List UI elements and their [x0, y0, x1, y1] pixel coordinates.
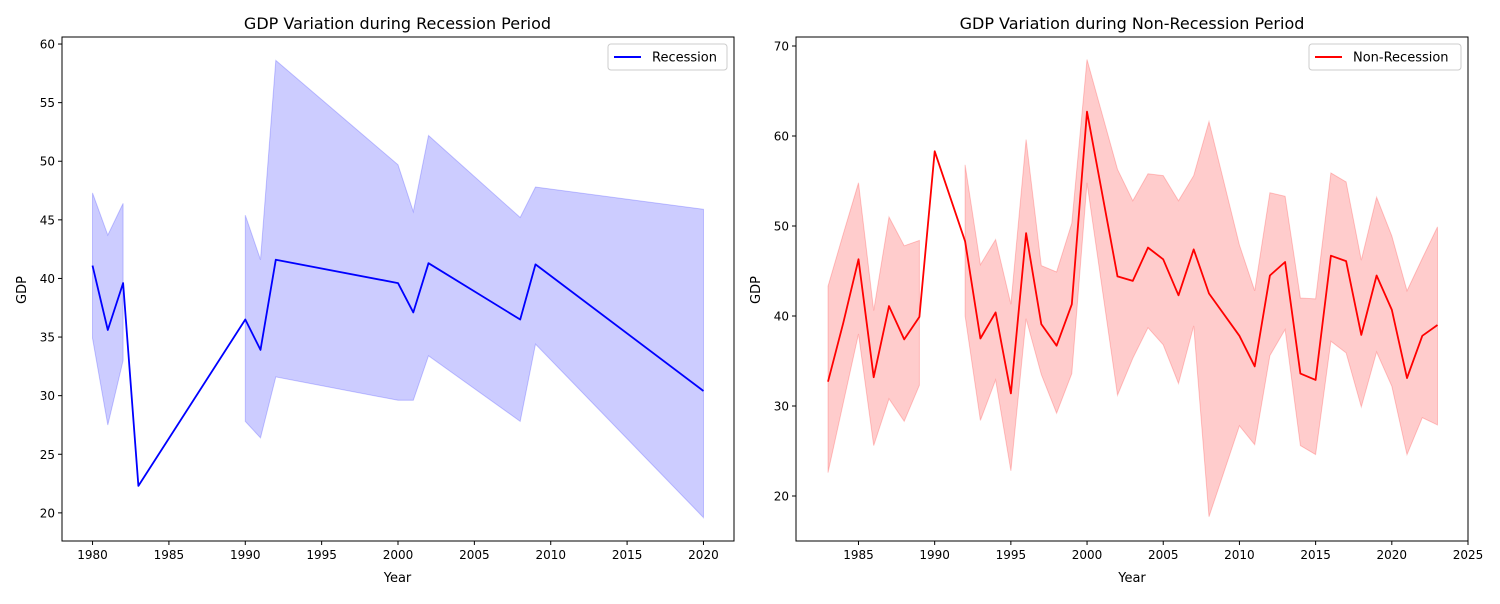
legend-box — [607, 43, 728, 71]
y-axis-ticks: 20 30 40 50 60 70 — [774, 40, 796, 504]
chart-title: GDP Variation during Non-Recession Perio… — [960, 14, 1305, 33]
legend: Recession — [607, 43, 728, 71]
y-tick-label: 55 — [40, 96, 55, 110]
x-tick-label: 1990 — [230, 548, 261, 562]
x-tick-label: 2015 — [612, 548, 643, 562]
y-tick-label: 20 — [774, 490, 789, 504]
legend-box — [1308, 43, 1462, 71]
x-tick-label: 2000 — [383, 548, 414, 562]
y-axis-label: GDP — [749, 276, 764, 304]
legend-entry: Non-Recession — [1353, 51, 1449, 66]
x-tick-label: 2015 — [1300, 548, 1331, 562]
x-axis-ticks: 1980 1985 1990 1995 2000 2005 2010 2015 2020 — [77, 541, 719, 562]
non-recession-chart: GDP Variation during Non-Recession Perio… — [749, 14, 1483, 586]
confidence-band — [244, 59, 704, 519]
x-tick-label: 2005 — [459, 548, 490, 562]
y-tick-label: 50 — [774, 220, 789, 234]
y-tick-label: 25 — [40, 448, 55, 462]
series-line — [91, 258, 705, 487]
y-tick-label: 60 — [774, 130, 789, 144]
y-tick-label: 40 — [40, 272, 55, 286]
series-line — [827, 110, 1439, 395]
confidence-bands — [92, 59, 704, 519]
x-tick-label: 2010 — [535, 548, 566, 562]
y-tick-label: 35 — [40, 331, 55, 345]
x-tick-label: 2020 — [688, 548, 719, 562]
x-tick-label: 1995 — [306, 548, 337, 562]
y-tick-label: 45 — [40, 213, 55, 227]
x-tick-label: 1985 — [154, 548, 185, 562]
x-tick-label: 1980 — [77, 548, 108, 562]
series-lines — [91, 258, 705, 487]
confidence-band — [92, 192, 124, 426]
series-lines — [827, 110, 1439, 395]
confidence-band — [964, 59, 1438, 517]
y-tick-label: 60 — [40, 38, 55, 52]
x-tick-label: 2010 — [1224, 548, 1255, 562]
y-tick-label: 30 — [40, 389, 55, 403]
recession-chart: GDP Variation during Recession Period 19… — [15, 14, 735, 586]
x-axis-label: Year — [383, 571, 412, 586]
y-tick-label: 70 — [774, 40, 789, 54]
legend: Non-Recession — [1308, 43, 1462, 71]
confidence-band — [827, 182, 920, 473]
y-axis-ticks: 20 25 30 35 40 45 50 55 60 — [40, 38, 62, 520]
x-tick-label: 2020 — [1377, 548, 1408, 562]
x-axis-ticks: 1985 1990 1995 2000 2005 2010 2015 2020 2025 — [843, 541, 1483, 562]
confidence-bands — [827, 59, 1438, 517]
plot-frame — [795, 36, 1469, 542]
y-tick-label: 30 — [774, 400, 789, 414]
x-tick-label: 1985 — [843, 548, 874, 562]
y-axis-label: GDP — [15, 276, 30, 304]
y-tick-label: 20 — [40, 506, 55, 520]
legend-entry: Recession — [652, 51, 717, 66]
x-tick-label: 2025 — [1453, 548, 1484, 562]
y-tick-label: 40 — [774, 310, 789, 324]
x-tick-label: 2000 — [1072, 548, 1103, 562]
x-tick-label: 1990 — [919, 548, 950, 562]
x-axis-label: Year — [1117, 571, 1146, 586]
x-tick-label: 1995 — [996, 548, 1027, 562]
x-tick-label: 2005 — [1148, 548, 1179, 562]
y-tick-label: 50 — [40, 155, 55, 169]
chart-title: GDP Variation during Recession Period — [244, 14, 551, 33]
